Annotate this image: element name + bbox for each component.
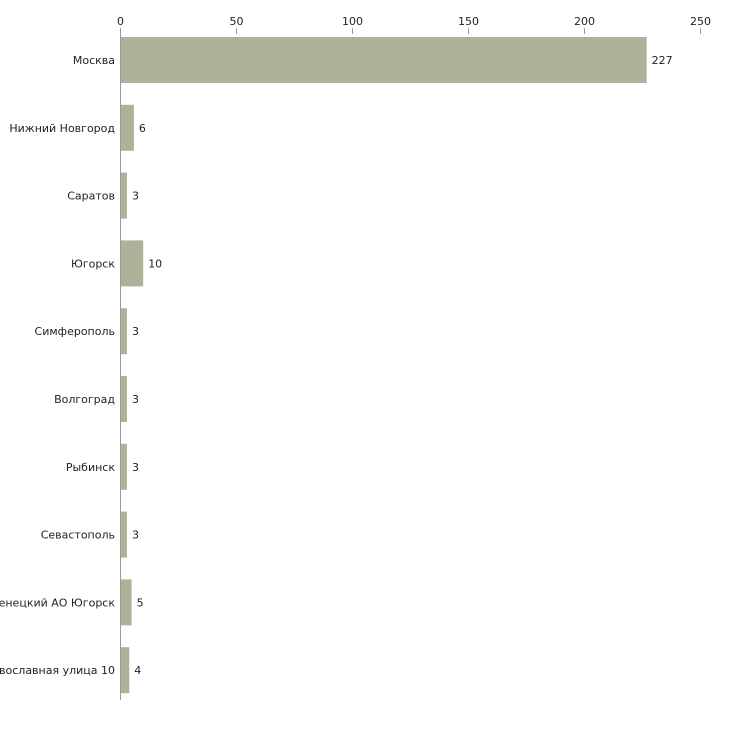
x-tick-label: 50 [230, 15, 244, 28]
bar [120, 172, 127, 219]
data-label: 3 [132, 190, 139, 203]
data-label: 3 [132, 325, 139, 338]
x-tick-label: 250 [690, 15, 711, 28]
bar [120, 443, 127, 490]
data-label: 4 [134, 664, 141, 677]
x-tick-label: 200 [574, 15, 595, 28]
data-label: 10 [148, 257, 162, 270]
data-label: 5 [137, 596, 144, 609]
category-label: Севастополь [41, 529, 115, 542]
bar [120, 376, 127, 422]
category-label: Нижний Новгород [9, 122, 115, 135]
x-tick-label: 0 [117, 15, 124, 28]
bar [120, 104, 134, 151]
bar [120, 579, 132, 626]
bar [120, 240, 144, 287]
category-label: Югорск [71, 257, 115, 270]
x-tick-label: 100 [342, 15, 363, 28]
data-label: 227 [652, 54, 673, 67]
category-label: Симферополь [35, 325, 115, 338]
category-labels: Москва Нижний Новгород Саратов Югорск Симфер… [0, 54, 115, 677]
category-label: Рыбинск [66, 461, 115, 474]
category-label: Москва [73, 54, 115, 67]
data-label: 3 [132, 461, 139, 474]
bars [120, 37, 647, 694]
bar [120, 647, 130, 694]
x-axis-ticks: 0 50 100 150 200 250 [117, 15, 711, 34]
data-label: 3 [132, 393, 139, 406]
bar [120, 308, 127, 355]
category-label: Волгоград [54, 393, 115, 406]
x-tick-label: 150 [458, 15, 479, 28]
bar [120, 511, 127, 558]
category-label: Православная улица 10 [0, 664, 115, 677]
category-label: Саратов [67, 190, 115, 203]
bar [120, 37, 647, 83]
category-label: Ненецкий АО Югорск [0, 596, 115, 609]
data-label: 3 [132, 529, 139, 542]
value-labels: 227 6 3 10 3 3 3 3 5 4 [132, 54, 673, 677]
data-label: 6 [139, 122, 146, 135]
